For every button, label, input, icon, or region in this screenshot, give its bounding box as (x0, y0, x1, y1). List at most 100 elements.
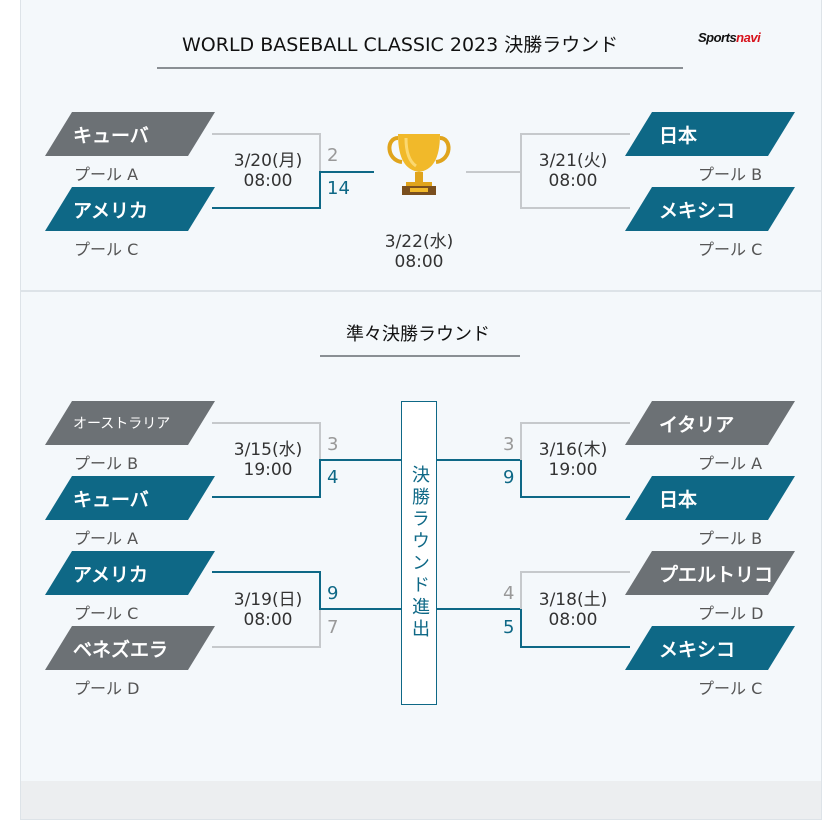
bracket-line (520, 422, 630, 424)
time-text: 19:00 (548, 460, 598, 480)
bracket-line (520, 460, 522, 498)
team-japan[interactable]: 日本 (625, 476, 795, 520)
date-text: 3/21(火) (538, 151, 608, 171)
team-cuba[interactable]: キューバ (45, 476, 215, 520)
team-name: アメリカ (73, 563, 149, 586)
advance-to-final-box: 決勝ラウンド進出 (401, 401, 437, 705)
bracket-line (520, 207, 630, 209)
team-name: ベネズエラ (73, 638, 169, 661)
bracket-line (319, 459, 402, 461)
team-name: メキシコ (659, 638, 736, 661)
match-date: 3/18(土) 08:00 (531, 590, 615, 630)
team-venezuela[interactable]: ベネズエラ (45, 626, 215, 670)
bracket-line (319, 608, 402, 610)
pool-label: プール D (74, 679, 140, 698)
logo-text-sports: Sports (698, 30, 737, 45)
bracket-line (319, 422, 321, 460)
team-cuba-semi[interactable]: キューバ (45, 112, 215, 156)
score: 4 (327, 467, 339, 488)
date-text: 3/16(木) (538, 440, 608, 460)
bracket-line (212, 496, 321, 498)
pool-label: プール A (74, 529, 139, 548)
pool-label: プール A (698, 454, 763, 473)
bracket-line (520, 133, 522, 209)
pool-label: プール A (74, 165, 139, 184)
score: 7 (327, 617, 339, 638)
team-puerto-rico[interactable]: プエルトリコ (625, 551, 795, 595)
match-date: 3/20(月) 08:00 (226, 151, 310, 191)
bracket-line (212, 133, 321, 135)
pool-label: プール C (698, 240, 763, 259)
team-usa-semi[interactable]: アメリカ (45, 187, 215, 231)
team-name: アメリカ (73, 199, 149, 222)
advance-label: 決勝ラウンド進出 (409, 465, 430, 641)
match-date: 3/19(日) 08:00 (226, 590, 310, 630)
bracket-line (520, 496, 630, 498)
bracket-line (319, 609, 321, 648)
match-date: 3/15(水) 19:00 (226, 440, 310, 480)
trophy-icon (387, 134, 451, 195)
match-date: 3/21(火) 08:00 (531, 151, 615, 191)
team-name: キューバ (73, 488, 149, 511)
match-date: 3/16(木) 19:00 (531, 440, 615, 480)
score: 3 (327, 434, 339, 455)
bracket-line (437, 608, 522, 610)
team-name: 日本 (659, 124, 698, 147)
score: 3 (503, 434, 515, 455)
score: 9 (327, 583, 339, 604)
score: 9 (503, 467, 515, 488)
score: 4 (503, 583, 515, 604)
team-name: プエルトリコ (659, 563, 774, 586)
bracket-line (319, 171, 374, 173)
pool-label: プール C (74, 240, 139, 259)
team-name: オーストラリア (73, 416, 171, 432)
team-name: イタリア (659, 413, 735, 436)
team-usa[interactable]: アメリカ (45, 551, 215, 595)
bracket-line (212, 207, 321, 209)
team-name: メキシコ (659, 199, 736, 222)
team-mexico[interactable]: メキシコ (625, 626, 795, 670)
team-italy[interactable]: イタリア (625, 401, 795, 445)
final-match-date: 3/22(水) 08:00 (376, 232, 462, 272)
quarter-round-title-underline (320, 355, 520, 357)
bracket-line (520, 571, 630, 573)
date-text: 3/18(土) (538, 590, 608, 610)
time-text: 08:00 (243, 610, 293, 630)
date-text: 3/20(月) (233, 151, 303, 171)
pool-label: プール D (698, 604, 764, 623)
team-australia[interactable]: オーストラリア (45, 401, 215, 445)
bracket-line (520, 609, 522, 648)
team-name: キューバ (73, 124, 149, 147)
pool-label: プール C (74, 604, 139, 623)
logo-text-navi: navi (736, 30, 761, 45)
bracket-line (520, 646, 630, 648)
bracket-line (319, 460, 321, 498)
pool-label: プール B (698, 529, 763, 548)
date-text: 3/19(日) (233, 590, 303, 610)
time-text: 19:00 (243, 460, 293, 480)
bracket-line (319, 172, 321, 209)
score: 14 (327, 178, 350, 199)
date-text: 3/15(水) (233, 440, 303, 460)
date-text: 3/22(水) (384, 232, 454, 252)
bracket-line (520, 133, 630, 135)
quarter-round-title: 準々決勝ラウンド (346, 324, 490, 345)
bracket-line (212, 422, 321, 424)
pool-label: プール C (698, 679, 763, 698)
bracket-line (212, 646, 321, 648)
bracket-line (520, 571, 522, 609)
footer-bar (20, 781, 822, 820)
sportsnavi-logo[interactable]: Sportsnavi (698, 30, 761, 45)
team-mexico-semi[interactable]: メキシコ (625, 187, 795, 231)
final-round-title-underline (157, 67, 683, 69)
bracket-line (466, 171, 522, 173)
bracket-line (212, 571, 321, 573)
pool-label: プール B (74, 454, 139, 473)
score: 5 (503, 617, 515, 638)
team-japan-semi[interactable]: 日本 (625, 112, 795, 156)
bracket-line (437, 459, 522, 461)
time-text: 08:00 (243, 171, 293, 191)
time-text: 08:00 (548, 171, 598, 191)
team-name: 日本 (659, 488, 698, 511)
pool-label: プール B (698, 165, 763, 184)
